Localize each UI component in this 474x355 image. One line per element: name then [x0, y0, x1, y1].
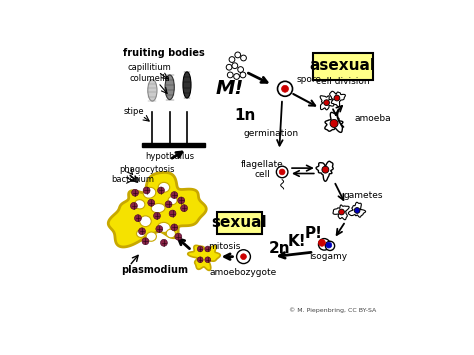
Circle shape [241, 254, 246, 260]
Circle shape [325, 241, 335, 251]
Polygon shape [348, 202, 365, 217]
FancyBboxPatch shape [217, 212, 262, 234]
Text: isogamy: isogamy [309, 252, 347, 261]
Text: amoeba: amoeba [354, 114, 391, 122]
Polygon shape [329, 91, 346, 107]
Circle shape [138, 228, 146, 235]
Ellipse shape [134, 178, 138, 182]
Circle shape [132, 189, 138, 196]
Text: amoebozygote: amoebozygote [210, 268, 277, 277]
Circle shape [157, 187, 164, 194]
Circle shape [237, 250, 250, 263]
Circle shape [334, 95, 340, 101]
Circle shape [156, 225, 163, 233]
Circle shape [181, 205, 188, 212]
Ellipse shape [157, 222, 170, 233]
Text: P!: P! [305, 226, 323, 241]
Text: capillitium: capillitium [128, 63, 172, 72]
Text: flagellate
cell: flagellate cell [241, 160, 283, 179]
Circle shape [322, 166, 329, 173]
Text: germination: germination [243, 129, 298, 138]
Circle shape [154, 212, 161, 219]
Ellipse shape [135, 200, 145, 209]
Circle shape [197, 246, 203, 252]
Ellipse shape [143, 187, 156, 198]
Text: 1n: 1n [234, 108, 255, 123]
Text: M!: M! [216, 79, 244, 98]
Circle shape [229, 57, 235, 62]
Text: mitosis: mitosis [208, 242, 241, 251]
Polygon shape [333, 205, 349, 220]
Circle shape [143, 187, 150, 194]
Circle shape [324, 100, 329, 105]
Text: asexual: asexual [310, 58, 376, 73]
Circle shape [319, 239, 330, 250]
Text: bacterium: bacterium [111, 175, 154, 184]
Ellipse shape [151, 203, 165, 213]
Circle shape [279, 169, 285, 175]
Polygon shape [320, 96, 335, 110]
Circle shape [326, 242, 332, 248]
Text: gametes: gametes [343, 191, 383, 200]
Text: spore: spore [297, 75, 321, 84]
Text: phagocytosis: phagocytosis [119, 165, 174, 174]
Circle shape [354, 208, 360, 213]
Ellipse shape [168, 196, 177, 205]
Circle shape [276, 166, 288, 178]
Circle shape [282, 85, 289, 92]
Text: columella: columella [129, 74, 170, 83]
FancyBboxPatch shape [142, 143, 205, 147]
Circle shape [175, 233, 182, 240]
Text: sexual: sexual [212, 215, 267, 230]
Circle shape [148, 199, 155, 206]
FancyBboxPatch shape [313, 53, 373, 80]
Text: stipe: stipe [124, 108, 144, 116]
Ellipse shape [158, 182, 170, 192]
Polygon shape [325, 112, 343, 132]
Ellipse shape [166, 229, 175, 238]
Ellipse shape [148, 80, 157, 101]
Circle shape [234, 73, 239, 80]
Text: plasmodium: plasmodium [121, 265, 188, 275]
Circle shape [240, 72, 246, 78]
Ellipse shape [140, 216, 151, 226]
Text: K!: K! [287, 234, 306, 249]
Circle shape [330, 119, 338, 127]
Ellipse shape [165, 75, 174, 100]
Circle shape [178, 197, 185, 204]
Ellipse shape [146, 232, 156, 241]
Circle shape [226, 64, 232, 70]
Circle shape [277, 81, 292, 96]
Circle shape [165, 201, 172, 208]
Text: cell division: cell division [316, 77, 370, 86]
Circle shape [232, 63, 238, 69]
Ellipse shape [183, 72, 191, 98]
Circle shape [171, 192, 178, 198]
Circle shape [197, 257, 203, 263]
Circle shape [205, 257, 210, 263]
Circle shape [130, 202, 137, 209]
Circle shape [169, 210, 176, 217]
Circle shape [338, 209, 345, 215]
Text: hypothallus: hypothallus [145, 152, 194, 161]
Circle shape [205, 246, 210, 252]
Circle shape [319, 239, 325, 246]
Circle shape [238, 67, 244, 72]
Circle shape [235, 52, 241, 58]
Circle shape [241, 55, 246, 61]
Polygon shape [316, 161, 333, 181]
Text: fruiting bodies: fruiting bodies [123, 48, 205, 58]
Polygon shape [108, 173, 206, 247]
Text: © M. Piepenbring, CC BY-SA: © M. Piepenbring, CC BY-SA [289, 308, 376, 313]
Circle shape [135, 215, 141, 222]
Circle shape [171, 224, 178, 231]
Text: 2n: 2n [268, 241, 290, 256]
Circle shape [161, 239, 167, 246]
Circle shape [142, 238, 149, 245]
Ellipse shape [137, 230, 145, 237]
Circle shape [228, 72, 233, 78]
Polygon shape [188, 245, 220, 271]
